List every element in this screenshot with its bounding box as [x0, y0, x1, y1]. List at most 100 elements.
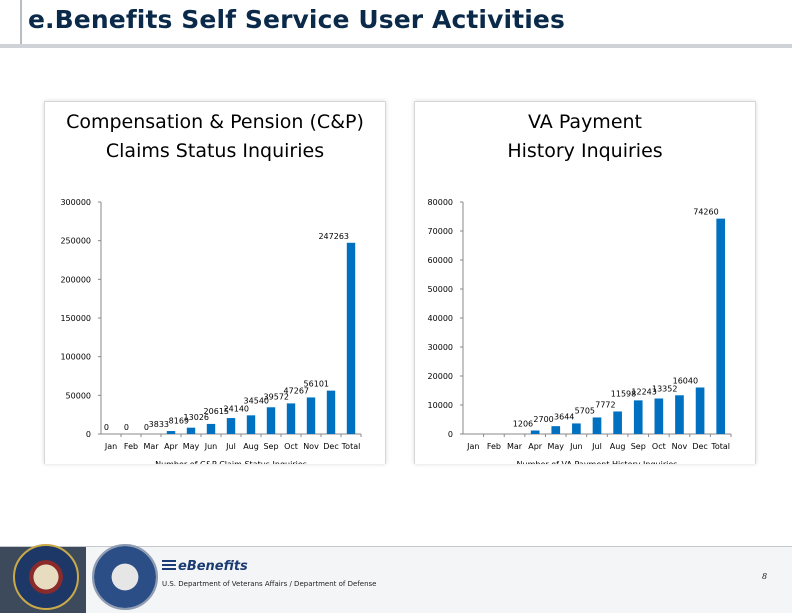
bar: [530, 430, 540, 434]
chart-title-line: VA Payment: [528, 111, 642, 133]
data-label: 7772: [595, 400, 615, 409]
bar: [551, 426, 561, 434]
data-label: 11598: [611, 389, 636, 398]
data-label: 47267: [284, 386, 309, 395]
bar: [675, 395, 684, 434]
x-tick-label: Nov: [672, 442, 688, 451]
data-label: 56101: [304, 380, 329, 389]
cp-claims-chart-panel: Compensation & Pension (C&P) Claims Statu…: [44, 101, 386, 469]
y-tick-label: 200000: [60, 275, 91, 284]
chart-title-line: History Inquiries: [507, 140, 662, 162]
ebenefits-logo: eBenefits: [162, 559, 248, 573]
y-tick-label: 50000: [428, 285, 453, 294]
x-tick-label: Sep: [631, 442, 646, 451]
x-tick-label: Jun: [569, 442, 583, 451]
bar: [346, 242, 356, 434]
title-edge-line: [20, 0, 22, 46]
y-tick-label: 80000: [428, 198, 453, 207]
x-axis-title: Number of C&P Claim Status Inquiries: [155, 460, 307, 464]
va-payment-chart-panel: VA Payment History Inquiries 0 10000 20000 30…: [414, 101, 756, 469]
x-tick-label: Aug: [243, 442, 259, 451]
x-tick-label: May: [183, 442, 200, 451]
x-tick-label: Jul: [225, 442, 236, 451]
x-tick-label: Apr: [164, 442, 179, 451]
data-label: 24140: [224, 404, 249, 413]
x-tick-label: Mar: [143, 442, 159, 451]
y-tick-label: 300000: [60, 198, 91, 207]
bar: [633, 400, 643, 434]
bar: [716, 218, 726, 434]
data-label: 16040: [673, 376, 698, 385]
bar: [326, 390, 336, 434]
x-tick-label: Aug: [610, 442, 626, 451]
slide-title: e.Benefits Self Service User Activities: [28, 5, 565, 34]
data-label: 13352: [652, 384, 677, 393]
x-tick-label: Oct: [284, 442, 298, 451]
y-tick-label: 30000: [428, 343, 453, 352]
x-tick-label: Apr: [528, 442, 543, 451]
x-tick-label: May: [547, 442, 564, 451]
bar: [286, 403, 296, 434]
data-label: 39572: [264, 392, 289, 401]
y-tick-label: 50000: [66, 391, 91, 400]
va-seal-icon: [13, 544, 79, 610]
y-tick-label: 40000: [428, 314, 453, 323]
x-tick-label: Nov: [303, 442, 319, 451]
data-label: 8169: [169, 417, 189, 426]
bar: [572, 423, 581, 434]
data-label: 3833: [149, 420, 169, 429]
y-tick-label: 0: [86, 430, 91, 439]
chart-title-line: Claims Status Inquiries: [106, 140, 324, 162]
bar: [166, 431, 176, 434]
x-tick-label: Feb: [487, 442, 501, 451]
x-tick-label: Feb: [124, 442, 138, 451]
y-tick-label: 0: [448, 430, 453, 439]
data-label: 2700: [533, 415, 553, 424]
x-tick-label: Jun: [204, 442, 218, 451]
bar: [654, 398, 664, 434]
footer-org-text: U.S. Department of Veterans Affairs / De…: [162, 580, 377, 588]
x-tick-label: Dec: [692, 442, 707, 451]
title-divider: [0, 44, 792, 48]
x-tick-label: Jul: [591, 442, 602, 451]
logo-text: eBenefits: [178, 559, 248, 573]
y-tick-label: 10000: [428, 401, 453, 410]
data-label: 3644: [554, 412, 574, 421]
chart-title-line: Compensation & Pension (C&P): [66, 111, 364, 133]
cp-claims-chart: Compensation & Pension (C&P) Claims Statu…: [60, 111, 364, 469]
data-label: 12243: [631, 387, 656, 396]
data-label: 20615: [204, 407, 229, 416]
x-tick-label: Oct: [652, 442, 666, 451]
data-label: 74260: [693, 208, 718, 217]
bar: [592, 417, 602, 434]
bar: [246, 415, 256, 434]
bar: [306, 397, 316, 434]
x-tick-label: Sep: [263, 442, 278, 451]
bar: [186, 427, 196, 434]
data-label: 0: [104, 423, 109, 432]
y-tick-label: 20000: [428, 372, 453, 381]
dod-seal-icon: [92, 544, 158, 610]
bar: [695, 387, 705, 434]
page-number: 8: [762, 572, 768, 581]
y-tick-label: 250000: [60, 237, 91, 246]
data-label: 5705: [575, 406, 595, 415]
data-label: 1206: [513, 420, 533, 429]
x-tick-label: Total: [710, 442, 730, 451]
data-label: 13026: [184, 413, 209, 422]
va-payment-chart: VA Payment History Inquiries 0 10000 20000 30…: [428, 111, 732, 469]
data-label: 247263: [318, 232, 349, 241]
bar: [266, 407, 276, 434]
x-axis-title: Number of VA Payment History Inquiries: [517, 460, 678, 464]
y-tick-label: 60000: [428, 256, 453, 265]
bar: [206, 423, 216, 434]
x-tick-label: Jan: [466, 442, 479, 451]
y-tick-label: 70000: [428, 227, 453, 236]
x-tick-label: Jan: [104, 442, 117, 451]
y-tick-label: 100000: [60, 353, 91, 362]
data-label: 34540: [244, 396, 269, 405]
footer: eBenefits U.S. Department of Veterans Af…: [0, 544, 792, 613]
x-tick-label: Dec: [323, 442, 338, 451]
bar: [226, 418, 236, 434]
title-bar: e.Benefits Self Service User Activities: [0, 0, 792, 52]
